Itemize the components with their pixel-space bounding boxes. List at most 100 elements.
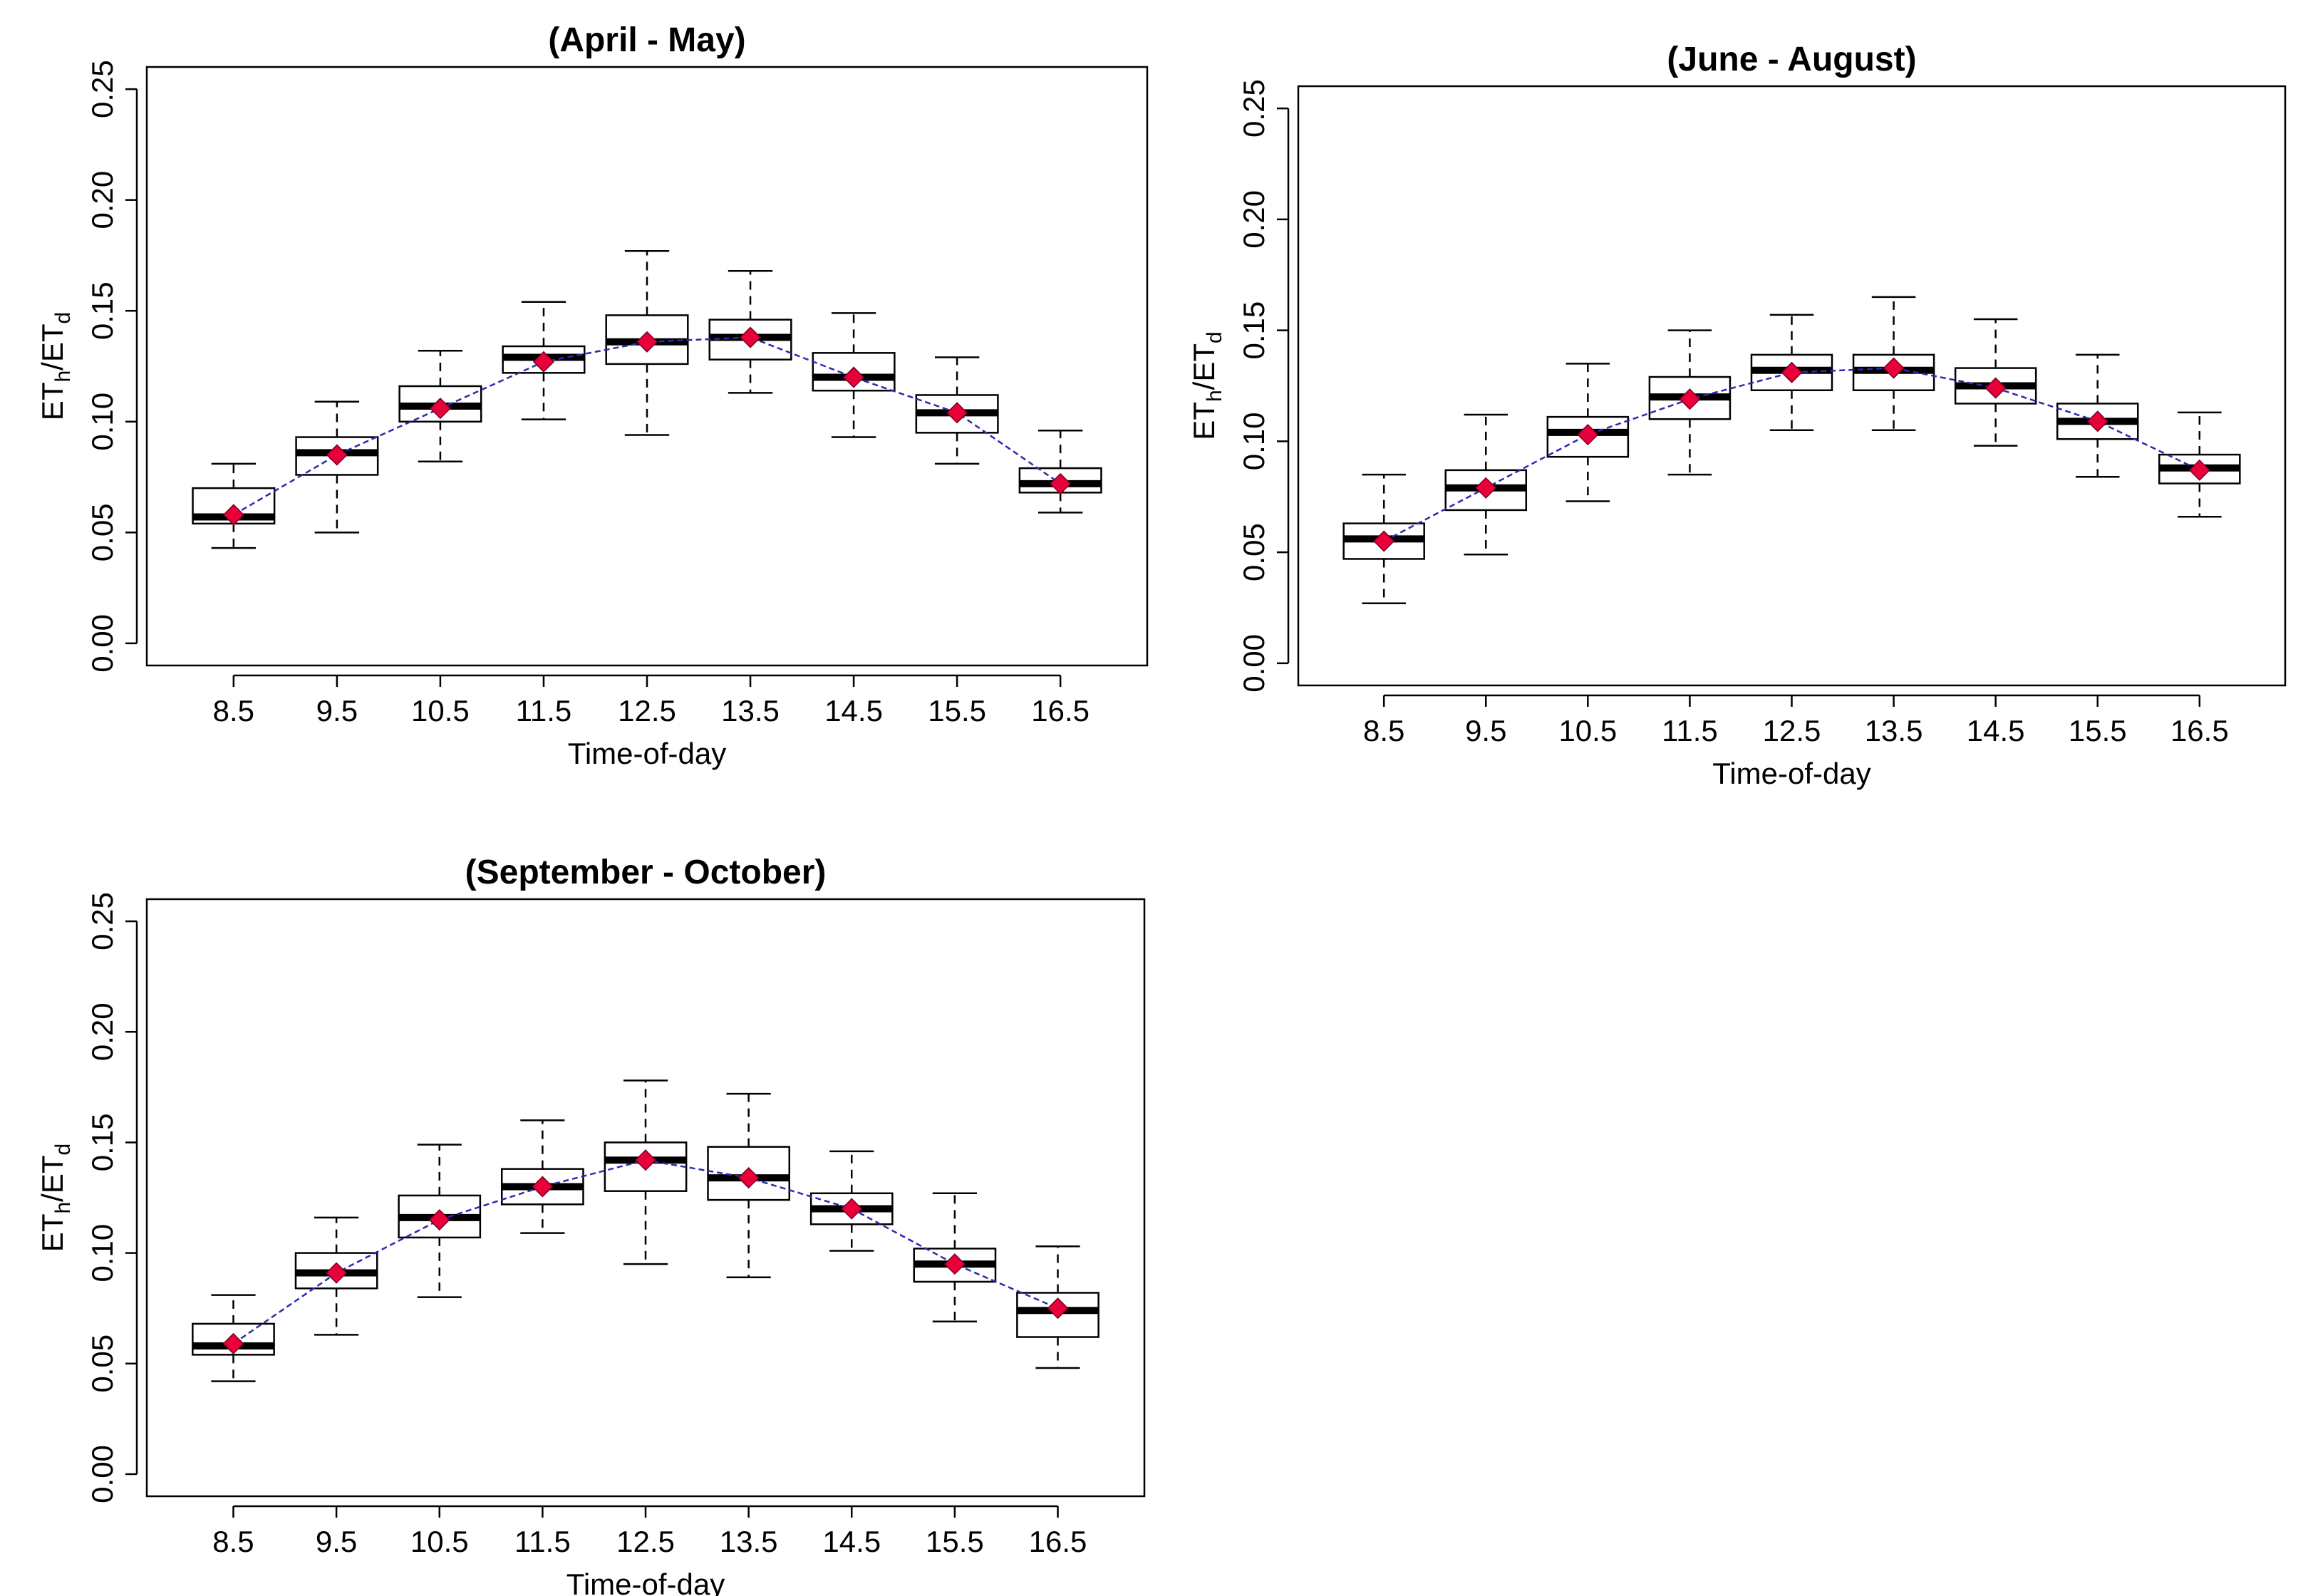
mean-marker	[1781, 361, 1803, 383]
y-axis-label: ETh/ETd	[36, 312, 75, 420]
x-tick-label: 16.5	[2170, 714, 2229, 747]
y-axis-label-part: d	[51, 1144, 75, 1156]
y-tick-label: 0.15	[86, 1114, 119, 1172]
y-tick-label: 0.15	[1237, 301, 1270, 360]
x-tick-label: 13.5	[721, 694, 780, 727]
plot-frame	[1297, 85, 2287, 687]
y-tick-label: 0.25	[86, 892, 119, 950]
y-tick-label: 0.05	[1237, 523, 1270, 581]
y-tick-label: 0.00	[1237, 634, 1270, 693]
mean-marker	[636, 331, 658, 353]
mean-marker	[1373, 530, 1395, 552]
y-axis-label-part: /ET	[1187, 343, 1221, 390]
x-tick-label: 8.5	[212, 1525, 254, 1558]
y-tick-label: 0.05	[86, 1335, 119, 1393]
mean-marker	[841, 1198, 863, 1220]
x-tick-label: 13.5	[1865, 714, 1923, 747]
y-axis-label-part: ET	[1187, 402, 1221, 440]
y-tick-label: 0.10	[86, 393, 119, 451]
mean-marker	[222, 504, 244, 526]
plot-frame	[145, 66, 1149, 667]
y-axis-label-part: ET	[36, 383, 69, 421]
y-tick-label: 0.00	[86, 1445, 119, 1503]
mean-marker	[634, 1149, 657, 1171]
x-tick-label: 10.5	[411, 694, 470, 727]
mean-marker	[326, 1262, 348, 1284]
y-axis-label-part: h	[51, 1202, 75, 1214]
mean-marker	[532, 351, 555, 373]
y-axis-label-part: h	[51, 370, 75, 383]
x-tick-label: 11.5	[514, 1525, 571, 1558]
y-axis-label-part: d	[1203, 331, 1226, 343]
y-tick-label: 0.10	[1237, 412, 1270, 470]
mean-marker	[1679, 388, 1701, 410]
y-axis-label: ETh/ETd	[1187, 331, 1226, 440]
x-tick-label: 9.5	[316, 694, 358, 727]
mean-line	[1383, 367, 2200, 542]
mean-marker	[946, 402, 968, 424]
mean-marker	[738, 1167, 760, 1189]
x-tick-label: 15.5	[928, 694, 986, 727]
y-tick-label: 0.10	[86, 1224, 119, 1282]
mean-marker	[1883, 357, 1905, 379]
y-axis-label-part: d	[51, 312, 75, 324]
y-tick-label: 0.25	[1237, 79, 1270, 138]
x-tick-label: 8.5	[213, 694, 254, 727]
y-axis-label-part: /ET	[36, 323, 69, 370]
mean-marker	[943, 1253, 966, 1275]
panel: (April - May) Time-of-day ETh/ETd 0.00 0.05 0…	[36, 21, 1149, 770]
x-tick-label: 11.5	[1662, 714, 1718, 747]
box	[1546, 415, 1630, 458]
mean-marker	[2188, 459, 2210, 481]
mean-marker	[739, 326, 762, 348]
y-tick-label: 0.20	[1237, 190, 1270, 249]
panel: (September - October)Time-of-dayETh/ETd0…	[36, 854, 1146, 1596]
y-axis-label: ETh/ETd	[36, 1144, 75, 1252]
x-tick-label: 12.5	[616, 1525, 675, 1558]
mean-marker	[532, 1176, 554, 1198]
x-tick-label: 15.5	[2069, 714, 2127, 747]
y-axis-label-part: /ET	[36, 1155, 69, 1201]
x-tick-label: 12.5	[1763, 714, 1821, 747]
x-axis-label: Time-of-day	[566, 1568, 725, 1596]
x-axis-label: Time-of-day	[1712, 757, 1871, 790]
mean-marker	[1047, 1297, 1069, 1320]
y-tick-label: 0.05	[86, 503, 119, 561]
x-tick-label: 8.5	[1363, 714, 1404, 747]
y-tick-label: 0.00	[86, 614, 119, 673]
mean-marker	[428, 1208, 450, 1231]
y-tick-label: 0.25	[86, 60, 119, 118]
x-tick-label: 14.5	[1967, 714, 2025, 747]
mean-marker	[429, 398, 451, 420]
mean-marker	[2086, 410, 2108, 432]
chart-title: (June - August)	[1667, 41, 1916, 78]
y-axis-label-part: ET	[36, 1214, 69, 1253]
mean-marker	[1984, 377, 2007, 399]
x-tick-label: 16.5	[1031, 694, 1090, 727]
y-tick-label: 0.15	[86, 281, 119, 340]
mean-marker	[222, 1332, 244, 1354]
x-tick-label: 10.5	[1558, 714, 1617, 747]
mean-marker	[1475, 477, 1497, 499]
mean-marker	[843, 366, 865, 388]
plot-frame	[145, 898, 1146, 1498]
y-axis-label-part: h	[1203, 390, 1226, 402]
x-tick-label: 13.5	[720, 1525, 778, 1558]
x-tick-label: 9.5	[316, 1525, 357, 1558]
y-tick-label: 0.20	[86, 171, 119, 229]
x-tick-label: 12.5	[618, 694, 676, 727]
x-tick-label: 10.5	[410, 1525, 469, 1558]
x-tick-label: 15.5	[926, 1525, 984, 1558]
mean-marker	[326, 444, 348, 466]
chart-title: (April - May)	[548, 21, 745, 59]
x-axis-label: Time-of-day	[568, 737, 727, 770]
mean-marker	[1577, 423, 1599, 446]
x-tick-label: 11.5	[516, 694, 572, 727]
x-tick-label: 14.5	[824, 694, 883, 727]
y-tick-label: 0.20	[86, 1002, 119, 1061]
x-tick-label: 9.5	[1465, 714, 1506, 747]
x-tick-label: 16.5	[1029, 1525, 1087, 1558]
x-tick-label: 14.5	[822, 1525, 881, 1558]
panel: (June - August) Time-of-day ETh/ETd 0.00 0.0…	[1187, 41, 2287, 790]
